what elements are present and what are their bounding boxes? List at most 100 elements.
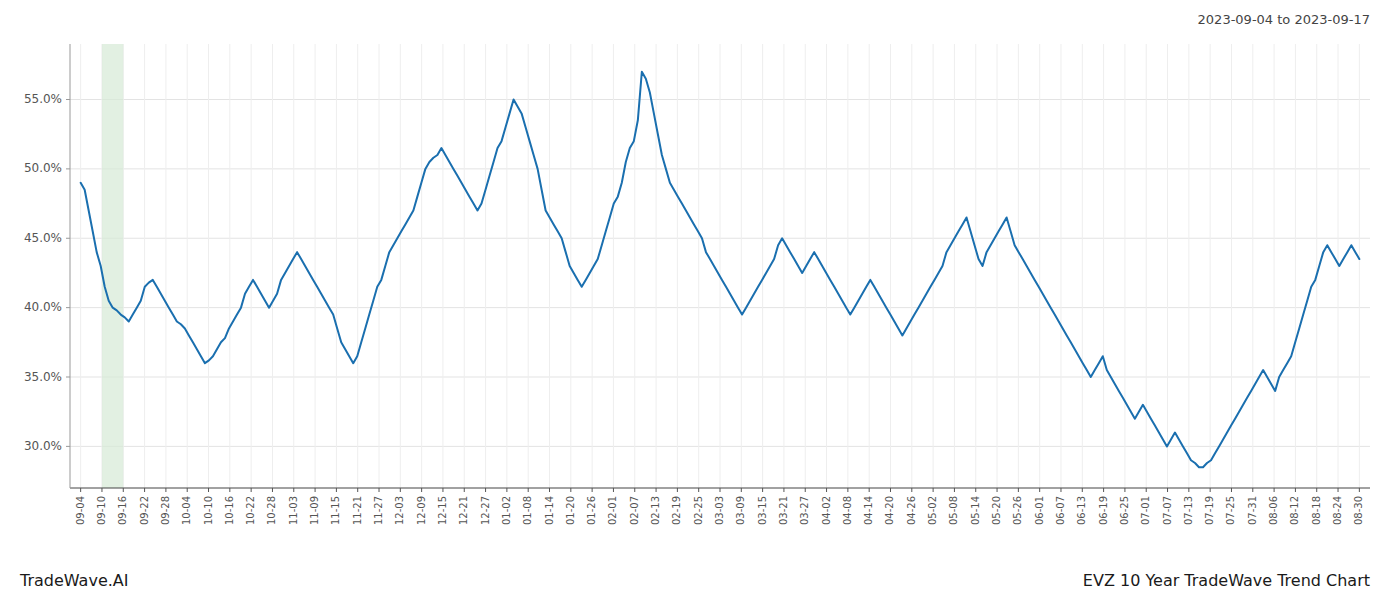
x-tick bbox=[165, 488, 166, 492]
x-tick-label: 08-24 bbox=[1332, 496, 1343, 525]
x-tick-label: 12-27 bbox=[480, 496, 491, 525]
x-tick-label: 07-01 bbox=[1140, 496, 1151, 525]
y-tick bbox=[66, 99, 70, 100]
x-grid-line bbox=[1359, 44, 1360, 488]
x-tick-label: 03-03 bbox=[714, 496, 725, 525]
x-tick bbox=[421, 488, 422, 492]
x-grid-line bbox=[336, 44, 337, 488]
x-grid-line bbox=[847, 44, 848, 488]
x-grid-line bbox=[293, 44, 294, 488]
x-tick-label: 09-28 bbox=[160, 496, 171, 525]
x-grid-line bbox=[762, 44, 763, 488]
chart-container: 30.0%35.0%40.0%45.0%50.0%55.0%09-0409-10… bbox=[0, 0, 1400, 600]
x-tick-label: 04-14 bbox=[863, 496, 874, 525]
x-tick-label: 01-02 bbox=[501, 496, 512, 525]
x-tick-label: 02-13 bbox=[650, 496, 661, 525]
x-tick-label: 06-01 bbox=[1034, 496, 1045, 525]
x-tick-label: 06-19 bbox=[1098, 496, 1109, 525]
x-tick-label: 11-21 bbox=[352, 496, 363, 525]
x-tick-label: 01-20 bbox=[565, 496, 576, 525]
x-tick-label: 10-16 bbox=[224, 496, 235, 525]
x-tick bbox=[954, 488, 955, 492]
x-tick bbox=[1018, 488, 1019, 492]
x-grid-line bbox=[890, 44, 891, 488]
x-tick-label: 01-26 bbox=[586, 496, 597, 525]
x-tick bbox=[1316, 488, 1317, 492]
x-grid-line bbox=[1060, 44, 1061, 488]
x-tick bbox=[272, 488, 273, 492]
x-tick-label: 02-19 bbox=[671, 496, 682, 525]
x-grid-line bbox=[1124, 44, 1125, 488]
x-tick bbox=[464, 488, 465, 492]
x-grid-line bbox=[1018, 44, 1019, 488]
x-grid-line bbox=[954, 44, 955, 488]
x-tick-label: 08-18 bbox=[1311, 496, 1322, 525]
x-tick bbox=[613, 488, 614, 492]
x-tick bbox=[123, 488, 124, 492]
x-grid-line bbox=[911, 44, 912, 488]
x-grid-line bbox=[1146, 44, 1147, 488]
x-tick bbox=[826, 488, 827, 492]
x-tick bbox=[1338, 488, 1339, 492]
x-grid-line bbox=[506, 44, 507, 488]
x-tick-label: 11-03 bbox=[288, 496, 299, 525]
x-tick-label: 02-07 bbox=[629, 496, 640, 525]
chart-title: EVZ 10 Year TradeWave Trend Chart bbox=[1083, 571, 1370, 590]
x-tick bbox=[1295, 488, 1296, 492]
x-grid-line bbox=[421, 44, 422, 488]
x-tick bbox=[570, 488, 571, 492]
x-tick bbox=[1103, 488, 1104, 492]
x-grid-line bbox=[208, 44, 209, 488]
x-axis: 09-0409-1009-1609-2209-2810-0410-1010-16… bbox=[75, 488, 1365, 525]
x-grid-line bbox=[933, 44, 934, 488]
x-tick bbox=[144, 488, 145, 492]
x-tick-label: 05-20 bbox=[991, 496, 1002, 525]
x-grid-line bbox=[1082, 44, 1083, 488]
x-tick bbox=[251, 488, 252, 492]
x-tick-label: 10-04 bbox=[181, 496, 192, 525]
x-tick-label: 05-26 bbox=[1012, 496, 1023, 525]
trend-line bbox=[81, 72, 1360, 467]
x-grid-line bbox=[1231, 44, 1232, 488]
x-tick-label: 11-09 bbox=[309, 496, 320, 525]
x-grid-line bbox=[741, 44, 742, 488]
x-tick bbox=[549, 488, 550, 492]
x-grid-line bbox=[379, 44, 380, 488]
x-tick-label: 09-16 bbox=[117, 496, 128, 525]
x-tick bbox=[1188, 488, 1189, 492]
x-tick-label: 09-04 bbox=[75, 496, 86, 525]
x-tick-label: 02-01 bbox=[607, 496, 618, 525]
x-tick-label: 10-22 bbox=[245, 496, 256, 525]
x-tick-label: 05-02 bbox=[927, 496, 938, 525]
x-tick-label: 07-25 bbox=[1225, 496, 1236, 525]
x-grid-line bbox=[698, 44, 699, 488]
x-tick-label: 12-15 bbox=[437, 496, 448, 525]
x-tick bbox=[997, 488, 998, 492]
x-tick-label: 07-13 bbox=[1183, 496, 1194, 525]
x-tick bbox=[592, 488, 593, 492]
x-grid-line bbox=[1316, 44, 1317, 488]
x-grid-line bbox=[1295, 44, 1296, 488]
y-tick-label: 55.0% bbox=[24, 92, 62, 106]
x-tick-label: 04-20 bbox=[884, 496, 895, 525]
x-grid-line bbox=[997, 44, 998, 488]
x-tick bbox=[890, 488, 891, 492]
y-tick bbox=[66, 377, 70, 378]
x-tick-label: 08-12 bbox=[1289, 496, 1300, 525]
x-grid-line bbox=[720, 44, 721, 488]
x-tick-label: 06-13 bbox=[1076, 496, 1087, 525]
y-tick bbox=[66, 307, 70, 308]
x-tick bbox=[379, 488, 380, 492]
x-grid-line bbox=[1274, 44, 1275, 488]
x-tick-label: 06-25 bbox=[1119, 496, 1130, 525]
x-tick bbox=[1039, 488, 1040, 492]
x-tick bbox=[1210, 488, 1211, 492]
x-tick-label: 01-08 bbox=[522, 496, 533, 525]
x-grid-line bbox=[613, 44, 614, 488]
x-tick bbox=[506, 488, 507, 492]
x-grid-line bbox=[869, 44, 870, 488]
x-tick bbox=[933, 488, 934, 492]
x-grid-line bbox=[80, 44, 81, 488]
date-range: 2023-09-04 to 2023-09-17 bbox=[1198, 12, 1370, 27]
x-tick-label: 05-14 bbox=[970, 496, 981, 525]
